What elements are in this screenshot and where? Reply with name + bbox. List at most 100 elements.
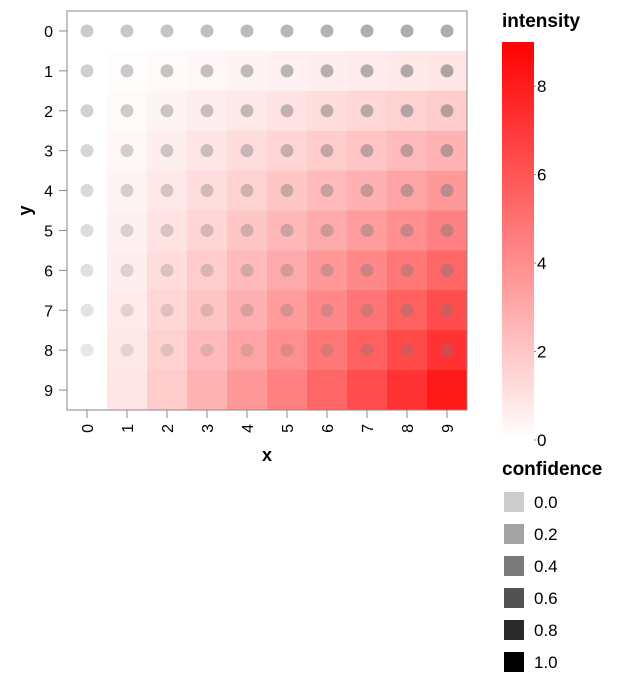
confidence-dot [360,184,374,198]
confidence-dot [280,104,294,118]
heatmap-cell [347,130,388,172]
confidence-dot [120,303,134,317]
confidence-dot [360,263,374,277]
heatmap-cell [147,11,188,52]
confidence-dot [360,144,374,158]
confidence-dot [240,343,254,357]
confidence-dot [320,223,334,237]
plot-frame [66,10,468,411]
heatmap-cell [427,330,468,371]
intensity-tick-label: 4 [537,254,546,273]
confidence-dot [320,184,334,198]
y-tick-label: 9 [44,383,53,400]
heatmap-cell [187,130,228,172]
heatmap-cell [427,170,468,211]
confidence-dot [400,24,414,38]
confidence-dot [80,24,94,38]
confidence-legend-title: confidence [502,459,602,480]
confidence-dot [320,343,334,357]
heatmap-cell [187,90,228,132]
heatmap-cell [147,90,188,132]
heatmap-cell [387,330,428,371]
confidence-dot [120,343,134,357]
heatmap-cell [427,250,468,291]
x-tick-label: 5 [280,424,297,433]
confidence-dot [160,24,174,38]
heatmap-cell [187,170,228,211]
heatmap-cell [147,130,188,172]
heatmap-cell [187,290,228,331]
heatmap-cell [107,250,148,291]
confidence-dot [160,263,174,277]
confidence-dot [200,144,214,158]
heatmap-cell [227,130,268,172]
heatmap-cell [67,11,108,52]
intensity-tick-label: 8 [537,77,546,96]
heatmap-cell [107,50,148,92]
confidence-dot [80,144,94,158]
heatmap-cell [387,210,428,251]
confidence-label: 0.6 [534,589,558,608]
heatmap-cell [267,90,308,132]
heatmap-cell [107,210,148,251]
heatmap-cell [67,170,108,211]
confidence-dot [280,343,294,357]
heatmap-cell [307,370,348,411]
intensity-legend: intensity 0 2 4 6 8 [502,11,581,450]
confidence-dot [320,104,334,118]
confidence-dot [240,24,254,38]
heatmap-cell [427,290,468,331]
heatmap-cell [307,130,348,172]
confidence-dot [400,104,414,118]
y-axis-label: y [15,205,35,215]
x-tick-label: 7 [360,424,377,433]
heatmap-cell [347,250,388,291]
confidence-dot [440,104,454,118]
heatmap-cell [227,370,268,411]
confidence-dot [240,263,254,277]
confidence-dot [400,223,414,237]
heatmap-cell [107,290,148,331]
confidence-dot [240,184,254,198]
confidence-dot [240,64,254,78]
heatmap-cell [267,210,308,251]
confidence-dot [80,64,94,78]
confidence-dot [400,263,414,277]
heatmap-cell [267,290,308,331]
intensity-tick-label: 2 [537,343,546,362]
heatmap-cell [227,170,268,211]
confidence-dot [200,64,214,78]
x-tick-label: 4 [240,424,257,433]
confidence-dot [360,24,374,38]
confidence-dot [440,64,454,78]
heatmap-cell [67,130,108,172]
confidence-dot [120,104,134,118]
confidence-dot [120,24,134,38]
confidence-dot [320,64,334,78]
confidence-dot [160,144,174,158]
y-tick-label: 5 [44,223,53,240]
heatmap-cell [307,330,348,371]
x-axis-label: x [262,445,272,465]
confidence-dot [440,144,454,158]
heatmap-cell [107,130,148,172]
confidence-dot [160,343,174,357]
heatmap-cell [187,50,228,92]
confidence-dot [200,184,214,198]
y-tick-label: 0 [44,24,53,41]
confidence-dot [120,184,134,198]
x-tick-label: 8 [400,424,417,433]
confidence-dot [360,303,374,317]
y-tick-label: 1 [44,64,53,81]
heatmap-cell [267,250,308,291]
confidence-dot [280,263,294,277]
heatmap-cell [307,90,348,132]
confidence-dot [80,184,94,198]
heatmap-cell [67,290,108,331]
x-tick-label: 1 [120,424,137,433]
x-tick-label: 0 [80,424,97,433]
heatmap-cell [227,210,268,251]
confidence-dot [80,263,94,277]
confidence-dot [120,64,134,78]
